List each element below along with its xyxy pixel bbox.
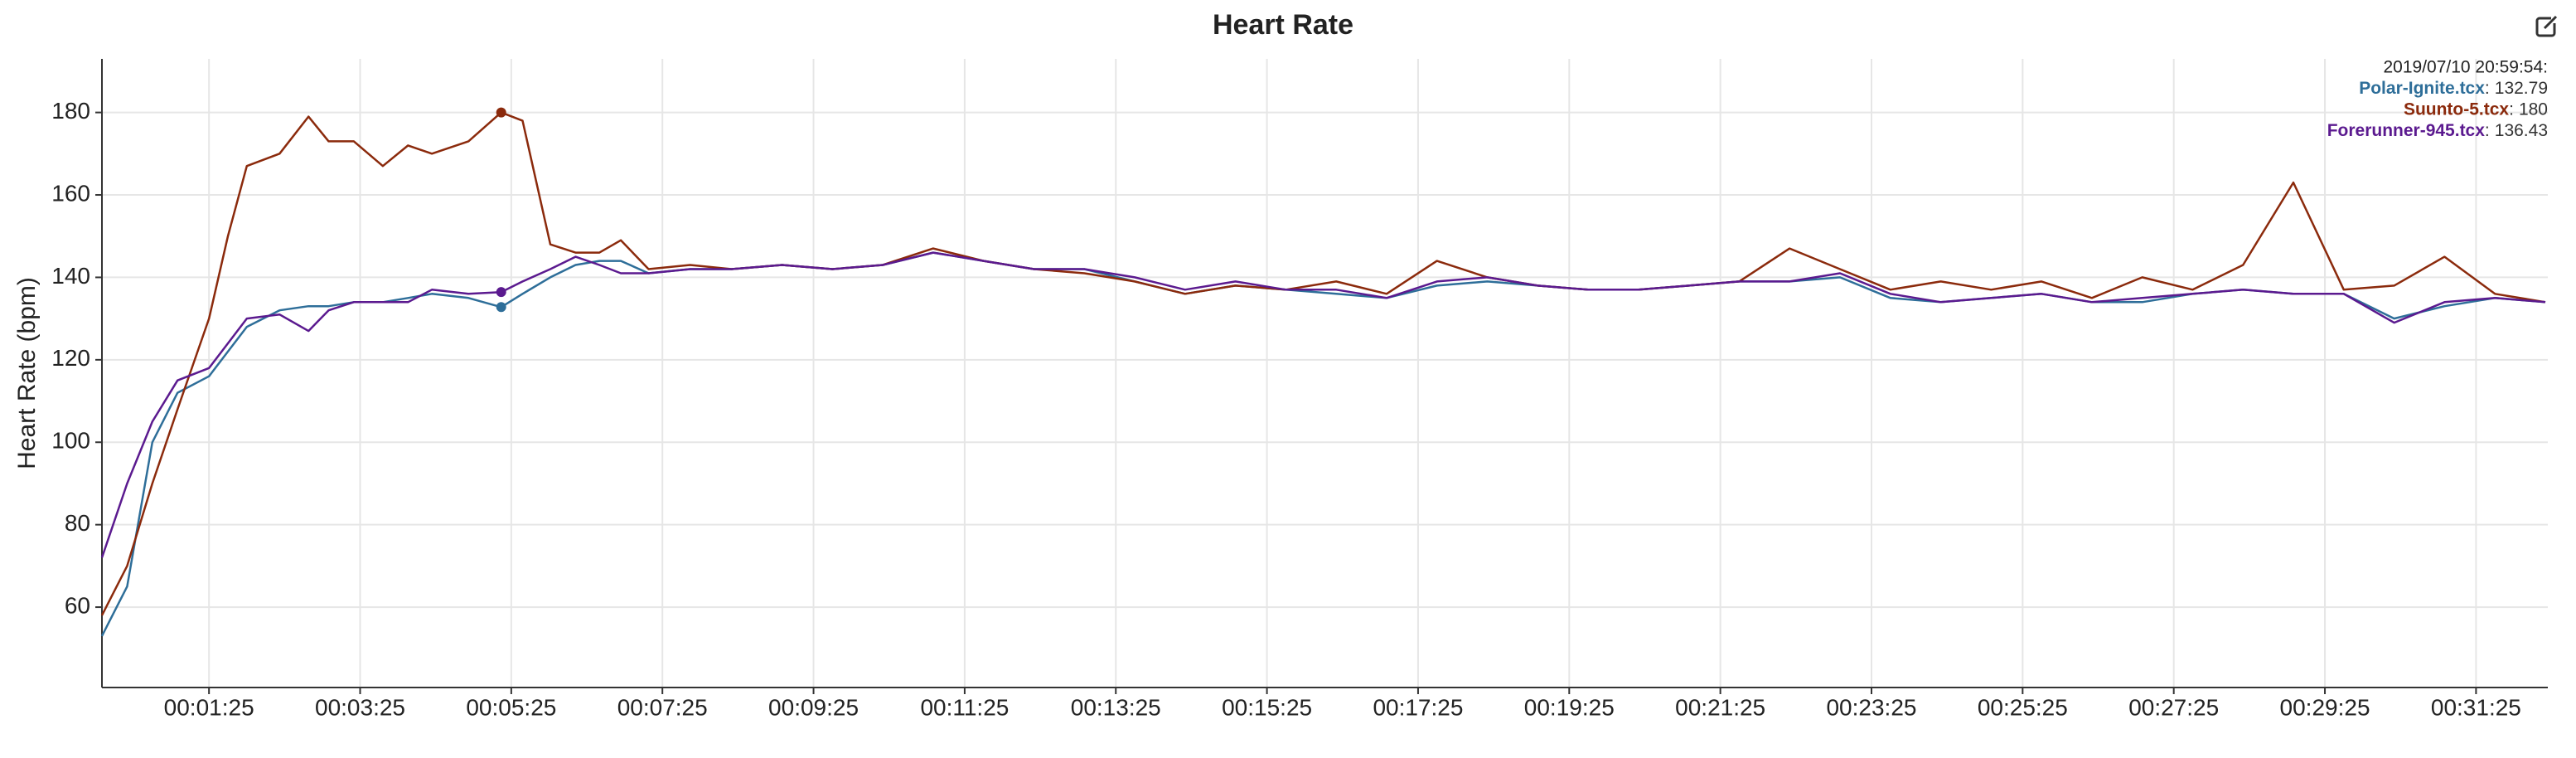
hover-time: 2019/07/10 20:59:54:: [2383, 58, 2548, 77]
legend-entry: Polar-Ignite.tcx: 132.79: [2359, 79, 2548, 98]
y-tick-label: 60: [65, 592, 90, 618]
x-tick-label: 00:05:25: [466, 694, 556, 720]
y-tick-label: 140: [51, 263, 90, 289]
legend-separator: :: [2509, 100, 2514, 119]
x-tick-label: 00:25:25: [1978, 694, 2068, 720]
x-tick-label: 00:17:25: [1373, 694, 1463, 720]
y-tick-label: 80: [65, 510, 90, 536]
x-tick-label: 00:23:25: [1826, 694, 1916, 720]
y-tick-label: 180: [51, 98, 90, 124]
x-tick-label: 00:27:25: [2128, 694, 2219, 720]
x-tick-label: 00:09:25: [768, 694, 859, 720]
y-axis-title: Heart Rate (bpm): [13, 277, 41, 469]
hover-marker: [496, 107, 506, 118]
legend-separator: :: [2485, 79, 2490, 98]
chart-title: Heart Rate: [1213, 9, 1353, 41]
legend-entry: Suunto-5.tcx: 180: [2404, 100, 2548, 119]
legend-name: Polar-Ignite.tcx: [2359, 79, 2485, 98]
series-line: [100, 251, 2546, 558]
x-tick-label: 00:15:25: [1222, 694, 1312, 720]
x-tick-label: 00:07:25: [617, 694, 708, 720]
y-tick-label: 120: [51, 345, 90, 371]
legend-separator: :: [2485, 121, 2490, 140]
x-tick-label: 00:21:25: [1675, 694, 1765, 720]
hover-marker: [496, 302, 506, 313]
x-tick-label: 00:31:25: [2431, 694, 2521, 720]
y-tick-label: 160: [51, 180, 90, 206]
hover-marker: [496, 287, 506, 298]
legend-entry: Forerunner-945.tcx: 136.43: [2327, 121, 2548, 140]
x-tick-label: 00:01:25: [164, 694, 254, 720]
x-tick-label: 00:29:25: [2280, 694, 2370, 720]
series-line: [100, 251, 2546, 637]
legend-name: Suunto-5.tcx: [2404, 100, 2509, 119]
series-line: [100, 111, 2546, 616]
legend-value: 132.79: [2495, 79, 2548, 98]
export-icon[interactable]: [2535, 15, 2558, 37]
x-tick-label: 00:03:25: [315, 694, 405, 720]
x-tick-label: 00:11:25: [920, 694, 1009, 720]
legend-value: 180: [2519, 100, 2548, 119]
y-tick-label: 100: [51, 428, 90, 454]
x-tick-label: 00:13:25: [1071, 694, 1161, 720]
legend-name: Forerunner-945.tcx: [2327, 121, 2486, 140]
legend-value: 136.43: [2495, 121, 2548, 140]
x-tick-label: 00:19:25: [1524, 694, 1615, 720]
